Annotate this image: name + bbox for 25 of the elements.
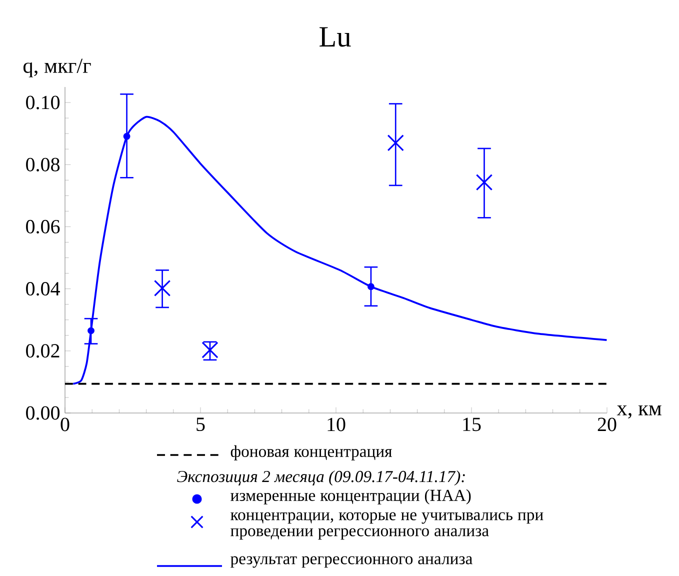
y-tick-label: 0.00 [26, 406, 60, 420]
y-tick-label: 0.06 [26, 220, 60, 234]
point [88, 327, 94, 334]
chart-title: Lu [320, 27, 351, 47]
x-tick-label: 10 [328, 418, 346, 432]
legend-title: Экспозиция 2 месяца (09.09.17-04.11.17): [177, 470, 465, 486]
y-tick-label: 0.04 [26, 282, 60, 296]
point [154, 280, 171, 297]
legend-label: измеренные концентрации (НАА) [230, 489, 471, 504]
y-tick-label: 0.02 [26, 344, 60, 358]
x-tick-label: 5 [196, 418, 205, 431]
y-tick-label: 0.08 [26, 158, 60, 172]
legend-label: концентрации, которые не учитывались при проведении регрессионного анализа [230, 512, 544, 540]
x-tick-label: 15 [463, 418, 481, 432]
x-axis-title: x, км [616, 405, 662, 419]
point [367, 283, 374, 290]
y-tick-label: 0.10 [26, 96, 60, 110]
point [476, 174, 493, 191]
x-tick-label: 20 [598, 418, 616, 432]
point [123, 132, 130, 140]
y-axis-title: q, мкг/г [23, 58, 91, 78]
point [387, 134, 404, 152]
legend-label: результат регрессионного анализа [230, 556, 472, 568]
legend-label: фоновая концентрация [230, 445, 392, 460]
x-tick-label: 0 [60, 418, 70, 432]
